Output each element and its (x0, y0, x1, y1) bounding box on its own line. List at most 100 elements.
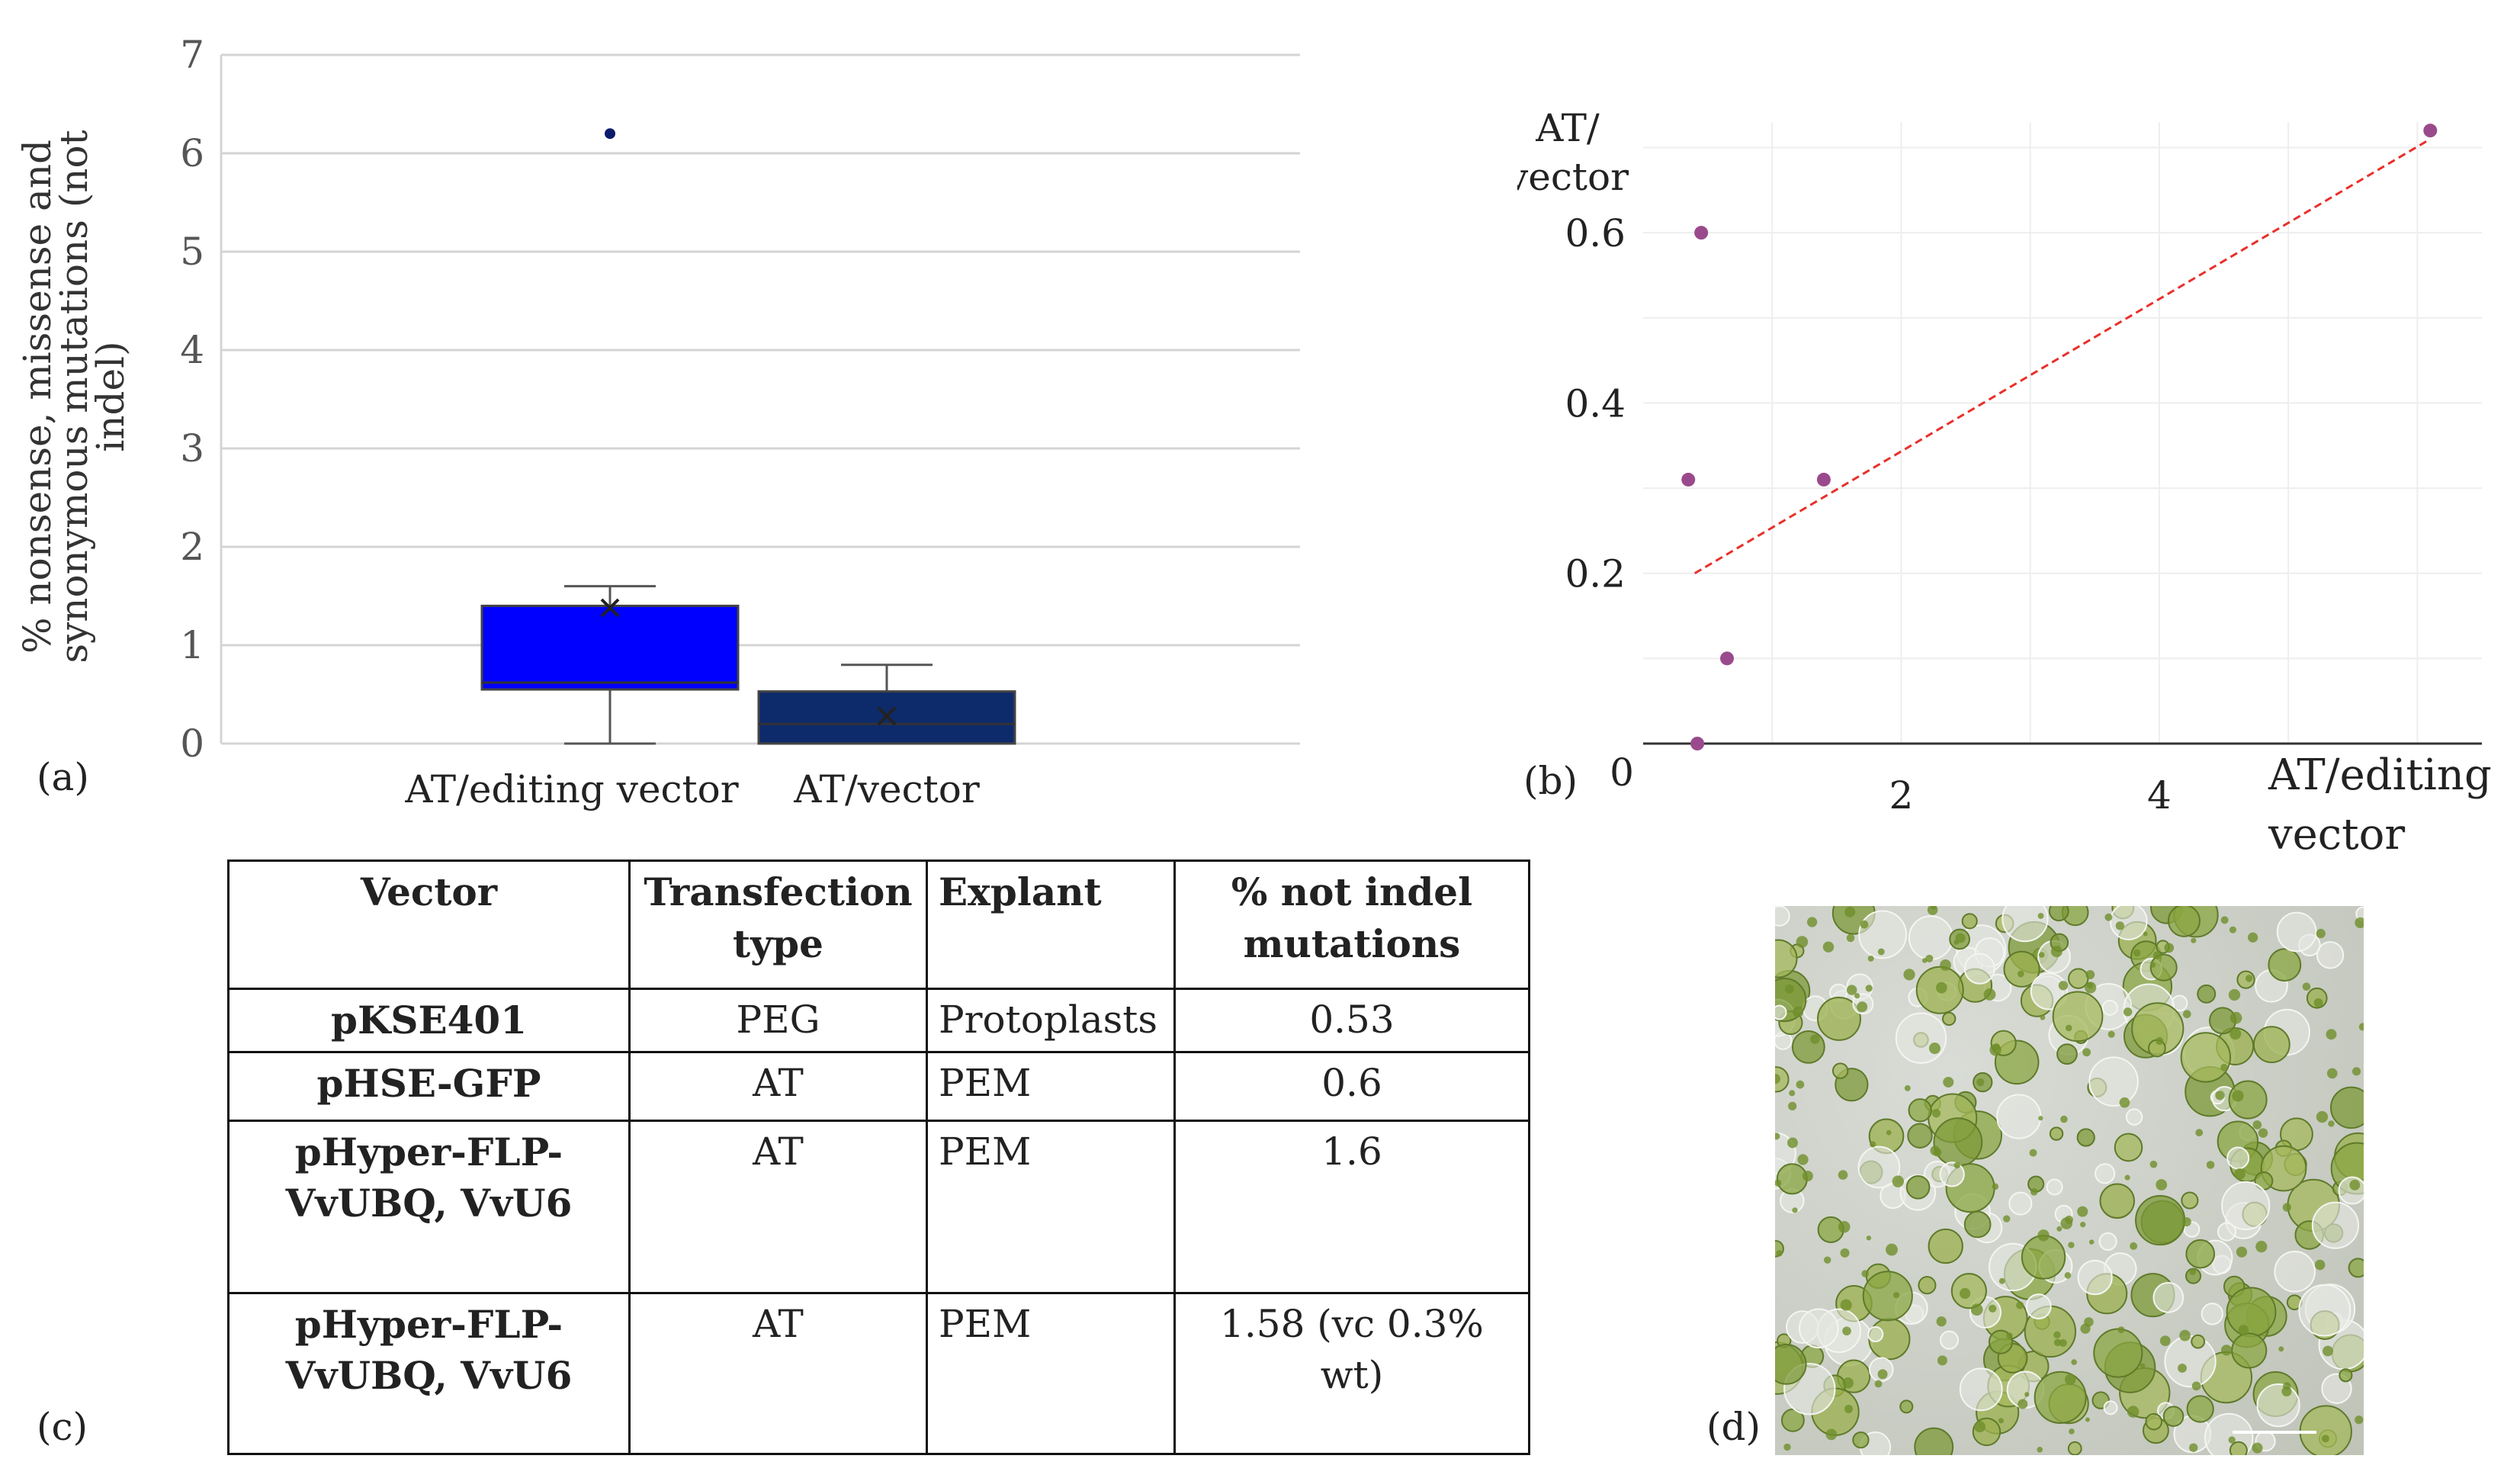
scatter-point (1816, 472, 1831, 487)
chloroplast-dot (1866, 1235, 1872, 1241)
chloroplast-dot (1903, 969, 1915, 981)
chloroplast-dot (2323, 1345, 2333, 1357)
chloroplast-dot (1783, 1443, 1791, 1451)
protoplast-cell (2034, 1370, 2087, 1424)
chloroplast-dot (2248, 932, 2258, 943)
chloroplast-dot (2123, 1007, 2133, 1017)
chloroplast-dot (2229, 1011, 2242, 1024)
protoplast-cell (1776, 1163, 1808, 1195)
protoplast-cell (1905, 1174, 1931, 1200)
chloroplast-dot (2195, 1129, 2204, 1137)
protoplast-cell (2114, 1133, 2143, 1162)
chloroplast-dot (2258, 1128, 2268, 1138)
chloroplast-dot (2228, 1436, 2236, 1444)
chloroplast-dot (1928, 1043, 1941, 1055)
chloroplast-dot (2085, 1417, 2090, 1422)
chloroplast-dot (2179, 1329, 2191, 1341)
chloroplast-dot (2316, 1110, 2329, 1123)
vector-table: Vector Transfection type Explant % not i… (227, 859, 1530, 1455)
protoplast-cell (2329, 1086, 2364, 1129)
chloroplast-dot (2278, 1346, 2284, 1352)
chloroplast-dot (1838, 1170, 1848, 1180)
chloroplast-dot (1846, 933, 1855, 943)
chloroplast-dot (2229, 1028, 2242, 1040)
chloroplast-dot (2328, 1120, 2335, 1127)
chloroplast-dot (2206, 1161, 2215, 1169)
chloroplast-dot (2164, 943, 2175, 953)
chloroplast-dot (1844, 1405, 1854, 1414)
scatter-point (1690, 737, 1705, 750)
box-y-tick-label: 1 (180, 623, 204, 667)
protoplast-cell (1899, 1399, 1914, 1414)
protoplast-cell (1963, 953, 1995, 985)
chloroplast-dot (1925, 954, 1934, 962)
protoplast-cell (1963, 1210, 1992, 1239)
chloroplast-dot (2236, 1246, 2248, 1258)
protoplast-cell (2088, 1056, 2139, 1107)
chloroplast-dot (2220, 1345, 2233, 1356)
chloroplast-dot (1842, 1377, 1854, 1389)
chloroplast-dot (2156, 1179, 2168, 1190)
chloroplast-dot (2321, 1435, 2329, 1443)
protoplast-cell (2180, 1032, 2232, 1083)
box-y-axis-title-line: indel) (88, 341, 133, 451)
chloroplast-dot (1838, 1220, 1851, 1233)
chloroplast-dot (2024, 1392, 2030, 1397)
scatter-trendline (1693, 138, 2432, 575)
chloroplast-dot (2181, 1217, 2191, 1227)
protoplast-cell (2338, 1176, 2364, 1205)
protoplast-cell (2181, 1191, 2199, 1210)
box-outlier-point (605, 128, 615, 140)
chloroplast-dot (2064, 1374, 2076, 1386)
protoplast-cell (2226, 1146, 2250, 1170)
chloroplast-dot (2030, 1187, 2038, 1196)
header-vector: Vector (227, 859, 631, 990)
protoplast-cell (2268, 948, 2302, 982)
box-y-axis-title-line: % nonsense, missense and (15, 140, 59, 654)
chloroplast-dot (1867, 955, 1874, 962)
protoplast-cell (2339, 1368, 2353, 1383)
box-mean-marker-stroke (600, 598, 620, 618)
protoplast-cell (2052, 991, 2104, 1043)
chloroplast-dot (1893, 1292, 1900, 1299)
scatter-y-tick-label: 0.6 (1565, 211, 1626, 255)
scatter-point (1694, 226, 1709, 240)
chloroplast-dot (2058, 981, 2069, 991)
protoplast-cell (2135, 1195, 2186, 1246)
chloroplast-dot (1802, 1171, 1813, 1182)
protoplast-cell (2316, 941, 2345, 969)
protoplast-cell (2002, 906, 2049, 943)
protoplast-cell (2030, 972, 2068, 1011)
box-mean-marker-stroke (877, 706, 897, 726)
box-x-ticks: AT/editing vector AT/vector (404, 767, 979, 811)
protoplast-cell (2162, 1406, 2185, 1427)
protoplast-cell (2191, 1334, 2206, 1349)
cell-pct: 0.53 (1173, 988, 1530, 1053)
box-mean-marker (877, 706, 897, 726)
protoplast-cell (1961, 913, 1978, 930)
chloroplast-dot (2107, 1030, 2115, 1038)
chloroplast-dot (2358, 1023, 2364, 1031)
cell-pct: 1.6 (1173, 1119, 1530, 1294)
chloroplast-dot (1943, 1076, 1954, 1088)
chloroplast-dot (2314, 1259, 2326, 1271)
chloroplast-dot (2037, 1447, 2043, 1453)
chloroplast-dot (1936, 1316, 1947, 1327)
chloroplast-dot (2003, 1215, 2011, 1223)
table-row: pHyper-FLP-VvUBQ, VvU6 AT PEM 1.58 (vc 0… (227, 1291, 1530, 1455)
cell-explant: PEM (926, 1050, 1176, 1122)
scatter-x-ticks: 2 4 0 (1610, 750, 2172, 818)
box-plot-chart: 0 1 2 3 4 5 6 7 % nonsense, missense andsynonym… (15, 33, 1300, 811)
box-y-tick-label: 0 (180, 721, 204, 766)
chloroplast-dot (2127, 1406, 2140, 1418)
chloroplast-dot (1940, 959, 1951, 971)
chloroplast-dot (2156, 1036, 2164, 1046)
scatter-y-axis-title-line: vector (1517, 155, 1629, 199)
protoplast-cell (2152, 1282, 2185, 1313)
protoplast-cell (1775, 1344, 1807, 1385)
chloroplast-dot (1796, 1080, 1805, 1089)
chloroplast-dot (2252, 1120, 2262, 1129)
chloroplast-dot (2056, 1226, 2063, 1232)
scatter-point (2423, 124, 2438, 138)
